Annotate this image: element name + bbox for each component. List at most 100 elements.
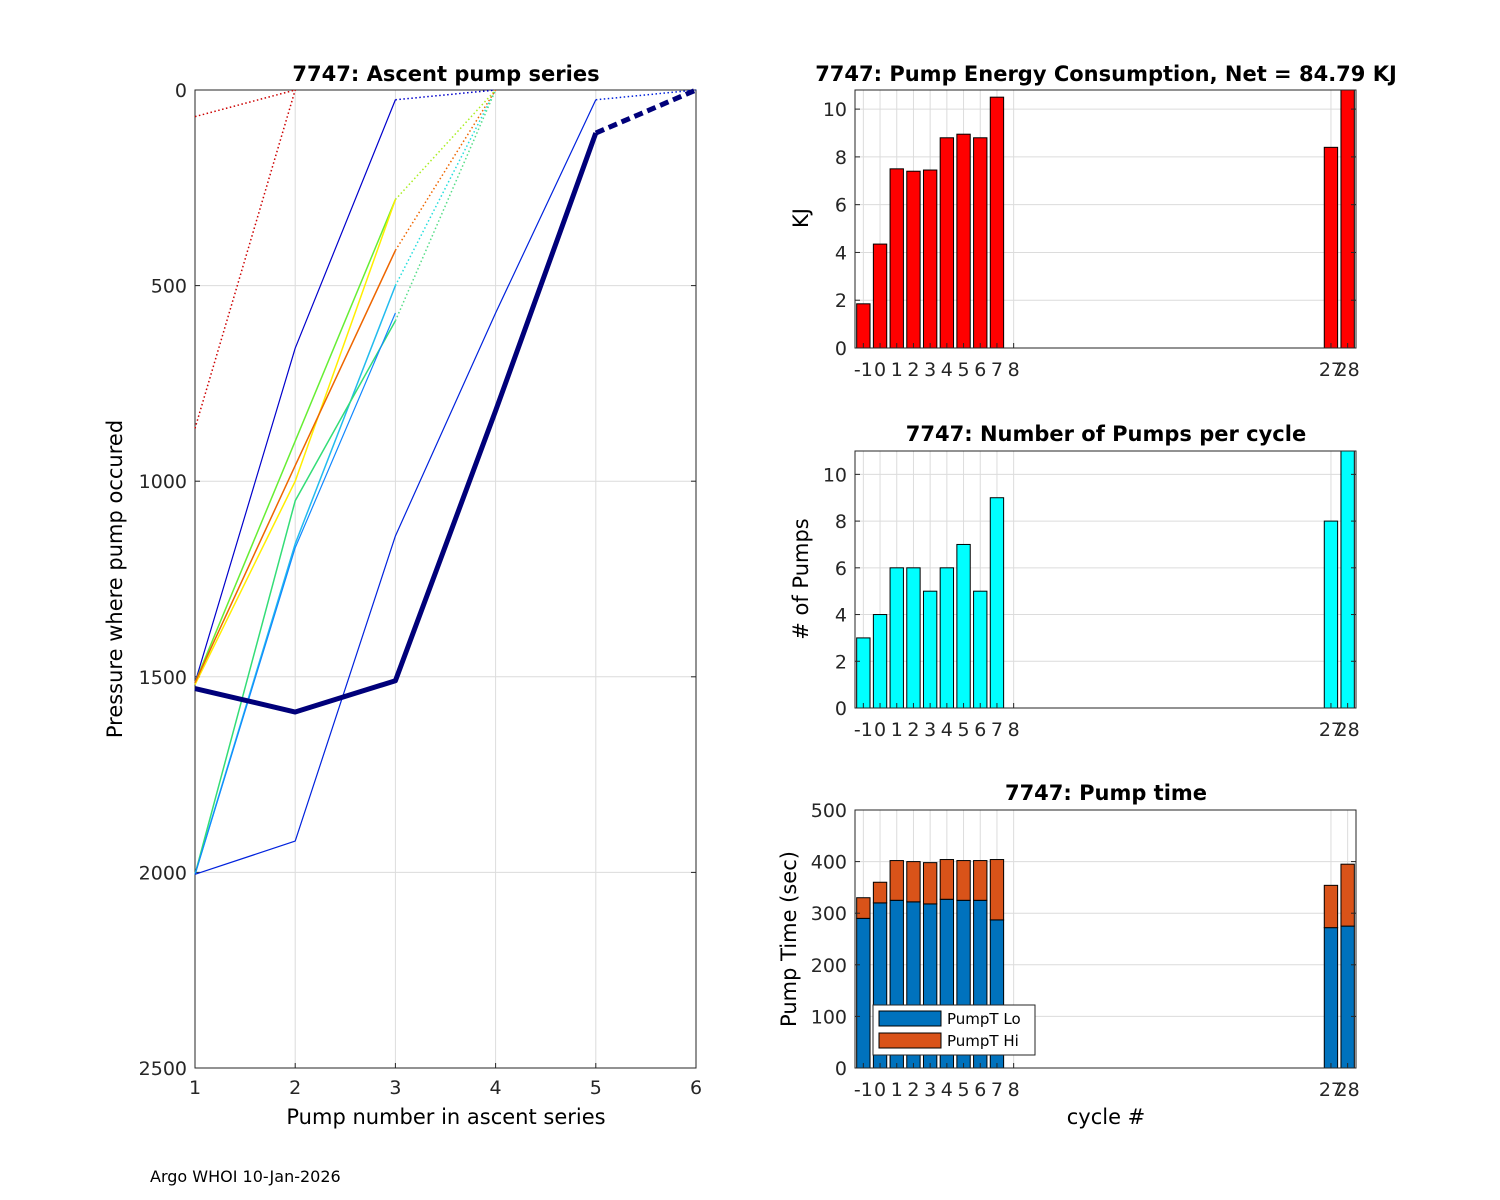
energy-bar bbox=[989, 96, 1005, 349]
pumps-bar bbox=[889, 567, 904, 709]
energy-bar bbox=[872, 243, 888, 349]
ascent-series-line bbox=[394, 89, 497, 201]
pump-time-bar-pumpt-hi bbox=[906, 861, 921, 903]
pumps-bar bbox=[956, 543, 971, 709]
pump-time-x-tick-label: 4 bbox=[941, 1079, 953, 1101]
pumps-y-tick-label: 2 bbox=[835, 651, 847, 673]
pumps-plot-title: 7747: Number of Pumps per cycle bbox=[906, 422, 1306, 446]
energy-x-tick-label: -1 bbox=[854, 359, 873, 381]
pumps-y-tick-label: 0 bbox=[835, 698, 847, 720]
pumps-plot-ylabel: # of Pumps bbox=[789, 518, 813, 640]
ascent-series-line bbox=[595, 89, 697, 101]
energy-x-tick-label: 6 bbox=[974, 359, 986, 381]
ascent-series-line bbox=[594, 87, 697, 136]
pumps-bars bbox=[856, 450, 1355, 709]
pump-time-y-tick-label: 100 bbox=[811, 1006, 847, 1028]
pump-time-bar-pumpt-hi bbox=[1340, 863, 1355, 927]
energy-x-tick-label: 4 bbox=[941, 359, 953, 381]
pump-time-plot-xlabel: cycle # bbox=[1067, 1105, 1146, 1129]
energy-bar bbox=[939, 137, 955, 349]
ascent-series-line bbox=[194, 89, 296, 429]
pumps-per-cycle-plot: 7747: Number of Pumps per cycle # of Pum… bbox=[789, 422, 1360, 741]
pumps-x-tick-label: 8 bbox=[1008, 719, 1020, 741]
pumps-x-tick-label: -1 bbox=[854, 719, 873, 741]
pump-time-bar-pumpt-hi bbox=[956, 860, 971, 901]
ascent-x-tick-label: 2 bbox=[289, 1077, 301, 1099]
ascent-series-line bbox=[194, 99, 597, 875]
pump-time-bar-pumpt-hi bbox=[939, 859, 955, 900]
pump-time-y-tick-label: 400 bbox=[811, 852, 847, 874]
pumps-y-tick-label: 8 bbox=[835, 511, 847, 533]
pump-time-bar-pumpt-lo bbox=[856, 917, 871, 1069]
pump-time-bar-pumpt-hi bbox=[973, 860, 988, 901]
pump-time-bar-pumpt-hi bbox=[872, 881, 888, 904]
energy-x-tick-label: 5 bbox=[958, 359, 970, 381]
pump-time-x-tick-label: 1 bbox=[891, 1079, 903, 1101]
ascent-plot-title: 7747: Ascent pump series bbox=[292, 62, 599, 86]
ascent-y-tick-label: 2500 bbox=[139, 1058, 187, 1080]
energy-bars bbox=[856, 89, 1355, 349]
pumps-bar bbox=[1323, 520, 1339, 709]
ascent-x-tick-label: 6 bbox=[690, 1077, 702, 1099]
pump-time-bar-pumpt-hi bbox=[856, 897, 871, 919]
pump-time-x-tick-label: 0 bbox=[874, 1079, 886, 1101]
pumps-x-tick-label: 3 bbox=[924, 719, 936, 741]
energy-bar bbox=[906, 170, 921, 349]
pumps-x-tick-label: 2 bbox=[907, 719, 919, 741]
pump-time-x-tick-label: 5 bbox=[958, 1079, 970, 1101]
energy-x-tick-label: 2 bbox=[907, 359, 919, 381]
ascent-x-tick-label: 1 bbox=[189, 1077, 201, 1099]
pump-time-legend-label: PumpT Lo bbox=[947, 1010, 1021, 1028]
energy-x-tick-label: 27 bbox=[1319, 359, 1343, 381]
pumps-x-tick-label: 7 bbox=[991, 719, 1003, 741]
pumps-x-tick-label: 1 bbox=[891, 719, 903, 741]
energy-consumption-plot: 7747: Pump Energy Consumption, Net = 84.… bbox=[789, 62, 1397, 381]
pump-time-y-tick-label: 500 bbox=[811, 800, 847, 822]
pump-time-plot-title: 7747: Pump time bbox=[1005, 781, 1207, 805]
pump-time-y-tick-label: 300 bbox=[811, 903, 847, 925]
pump-time-x-tick-label: -1 bbox=[854, 1079, 873, 1101]
pumps-y-tick-label: 6 bbox=[835, 558, 847, 580]
ascent-pump-series-plot: 7747: Ascent pump series Pump number in … bbox=[103, 62, 702, 1129]
pumps-x-tick-label: 0 bbox=[874, 719, 886, 741]
energy-bar bbox=[922, 169, 938, 349]
pump-time-plot: 7747: Pump time cycle # Pump Time (sec) … bbox=[777, 781, 1360, 1129]
energy-plot-title: 7747: Pump Energy Consumption, Net = 84.… bbox=[815, 62, 1397, 86]
pump-time-x-tick-label: 8 bbox=[1008, 1079, 1020, 1101]
pumps-x-tick-label: 27 bbox=[1319, 719, 1343, 741]
pump-time-plot-ylabel: Pump Time (sec) bbox=[777, 851, 801, 1027]
pump-time-legend-swatch bbox=[878, 1032, 942, 1049]
ascent-y-tick-label: 0 bbox=[175, 80, 187, 102]
pumps-bar bbox=[906, 567, 921, 709]
pump-time-x-tick-label: 7 bbox=[991, 1079, 1003, 1101]
energy-bar bbox=[956, 133, 971, 349]
energy-axes-box bbox=[854, 89, 1357, 349]
ascent-series-line bbox=[194, 250, 397, 683]
energy-bar bbox=[856, 303, 871, 349]
energy-x-tick-label: 8 bbox=[1008, 359, 1020, 381]
pumps-x-tick-label: 6 bbox=[974, 719, 986, 741]
ascent-series-line bbox=[395, 89, 496, 101]
energy-x-tick-label: 0 bbox=[874, 359, 886, 381]
pump-time-axes-box bbox=[854, 809, 1357, 1069]
pump-time-x-tick-label: 3 bbox=[924, 1079, 936, 1101]
ascent-y-tick-label: 1000 bbox=[139, 471, 187, 493]
pump-time-y-tick-label: 0 bbox=[835, 1058, 847, 1080]
ascent-series-line bbox=[194, 199, 397, 683]
pump-time-bar-pumpt-hi bbox=[1323, 884, 1339, 929]
ascent-x-tick-label: 5 bbox=[590, 1077, 602, 1099]
energy-bar bbox=[1323, 146, 1339, 349]
ascent-x-tick-label: 3 bbox=[389, 1077, 401, 1099]
energy-y-tick-label: 4 bbox=[835, 242, 847, 264]
pump-time-bar-pumpt-hi bbox=[889, 860, 904, 901]
ascent-series-line bbox=[194, 320, 397, 875]
energy-plot-ylabel: KJ bbox=[789, 208, 813, 228]
energy-bar bbox=[889, 168, 904, 349]
ascent-axes-box bbox=[194, 89, 697, 1069]
energy-y-tick-label: 8 bbox=[835, 147, 847, 169]
energy-bar bbox=[973, 137, 988, 349]
energy-y-tick-label: 10 bbox=[823, 99, 847, 121]
pumps-bar bbox=[939, 567, 955, 709]
